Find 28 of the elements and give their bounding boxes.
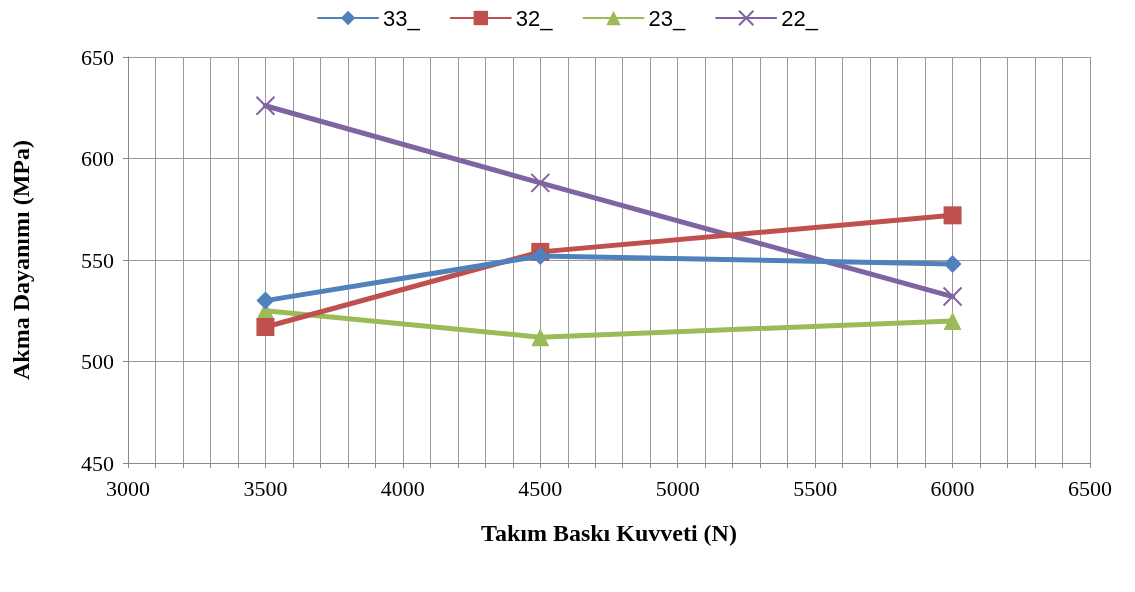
point (943, 206, 962, 225)
legend-label: 22_ (781, 5, 819, 31)
point (942, 286, 963, 307)
point (255, 95, 276, 116)
x-tick-label: 3000 (106, 475, 150, 501)
y-axis-title: Akma Dayanımı (MPa) (8, 140, 34, 380)
legend-label: 23_ (648, 5, 686, 31)
point (256, 291, 275, 310)
point (531, 328, 550, 347)
y-tick-label: 550 (81, 247, 114, 273)
x-tick-label: 4500 (518, 475, 563, 501)
x-tick-label: 5500 (793, 475, 838, 501)
x-tick-label: 6500 (1068, 475, 1112, 501)
x-tick-label: 5000 (655, 475, 700, 501)
point (943, 311, 962, 330)
x-tick-label: 4000 (380, 475, 425, 501)
y-tick-label: 600 (81, 146, 114, 171)
y-tick-label: 650 (81, 44, 114, 70)
y-tick-label: 500 (81, 349, 114, 374)
point (943, 255, 962, 274)
point (256, 317, 275, 336)
legend-label: 33_ (383, 5, 421, 31)
x-tick-label: 3500 (243, 475, 288, 501)
point (530, 172, 551, 193)
legend-label: 32_ (515, 5, 554, 31)
x-tick-label: 6000 (930, 475, 975, 501)
y-tick-label: 450 (81, 450, 114, 476)
x-axis-title: Takım Baskı Kuvveti (N) (481, 520, 737, 546)
